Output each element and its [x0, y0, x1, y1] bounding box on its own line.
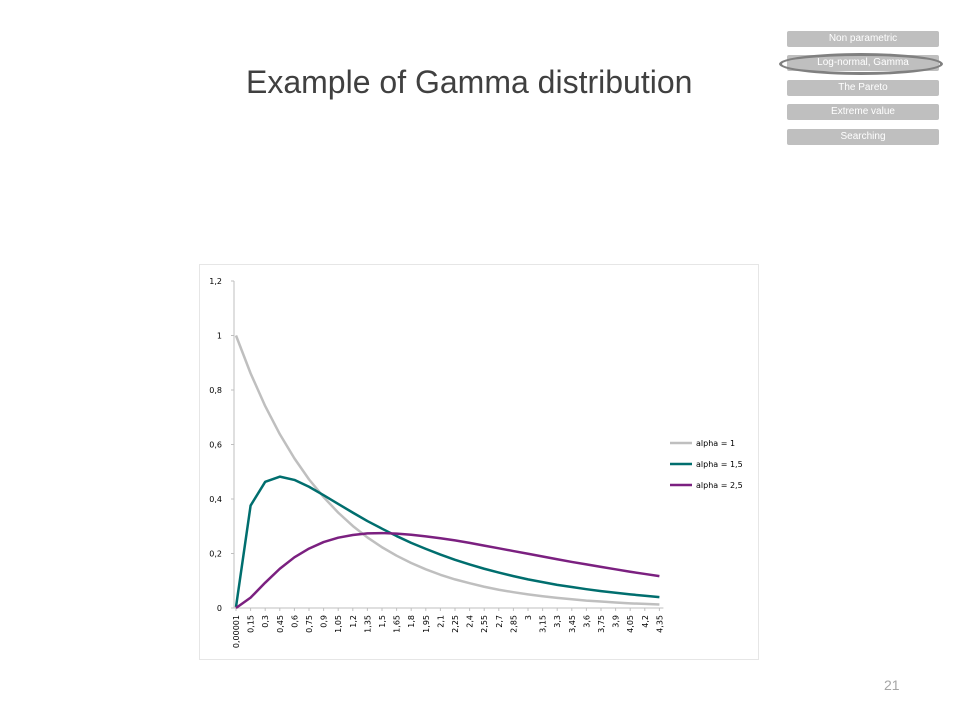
x-tick-label: 3,3 — [553, 615, 562, 628]
y-tick-label: 1,2 — [209, 277, 222, 286]
nav-item-extreme-value[interactable]: Extreme value — [787, 104, 939, 120]
legend-label-1: alpha = 1 — [696, 439, 735, 448]
x-tick-label: 2,7 — [495, 615, 504, 628]
x-tick-label: 2,1 — [436, 615, 445, 628]
x-tick-label: 1,8 — [407, 615, 416, 628]
x-tick-label: 0,3 — [261, 615, 270, 628]
x-tick-label: 0,75 — [305, 615, 314, 633]
x-tick-label: 4,05 — [626, 615, 635, 633]
x-tick-label: 0,45 — [276, 615, 285, 633]
x-tick-label: 1,05 — [334, 615, 343, 633]
x-tick-label: 1,95 — [422, 615, 431, 633]
x-tick-label: 2,85 — [509, 615, 518, 633]
y-tick-label: 0,2 — [209, 550, 222, 559]
nav-item-pareto[interactable]: The Pareto — [787, 80, 939, 96]
x-tick-label: 0,15 — [247, 615, 256, 633]
nav-item-non-parametric[interactable]: Non parametric — [787, 31, 939, 47]
x-tick-label: 4,35 — [655, 615, 664, 633]
y-tick-label: 0,4 — [209, 495, 222, 504]
x-tick-label: 3,45 — [568, 615, 577, 633]
x-tick-label: 1,65 — [393, 615, 402, 633]
y-tick-label: 0 — [217, 604, 222, 613]
y-tick-label: 0,8 — [209, 386, 222, 395]
x-tick-label: 0,6 — [290, 615, 299, 628]
chart-area: 0 0,2 0,4 0,6 0,8 1 1,2 0,00001 0,15 0,3 0,45 0,6 0,… — [199, 264, 759, 660]
x-tick-label: 2,55 — [480, 615, 489, 633]
x-tick-label: 1,35 — [363, 615, 372, 633]
x-tick-label: 3,75 — [597, 615, 606, 633]
x-tick-label: 3,15 — [539, 615, 548, 633]
series-line-1 — [234, 335, 660, 606]
x-tick-label: 4,2 — [641, 615, 650, 628]
x-tick-label: 0,9 — [320, 615, 329, 628]
y-tick-label: 0,6 — [209, 441, 222, 450]
x-tick-label: 2,25 — [451, 615, 460, 633]
nav-item-log-normal-gamma[interactable]: Log-normal, Gamma — [787, 55, 939, 71]
x-tick-label: 0,00001 — [232, 615, 241, 648]
nav-item-searching[interactable]: Searching — [787, 129, 939, 145]
legend-label-2: alpha = 1,5 — [696, 460, 743, 469]
y-tick-label: 1 — [217, 332, 222, 341]
x-tick-label: 1,5 — [378, 615, 387, 628]
page-title: Example of Gamma distribution — [246, 64, 693, 100]
x-tick-label: 2,4 — [466, 615, 475, 628]
series-line-3 — [235, 531, 660, 610]
legend-label-3: alpha = 2,5 — [696, 481, 743, 490]
x-tick-label: 1,2 — [349, 615, 358, 628]
x-tick-label: 3 — [524, 615, 533, 620]
page-number: 21 — [884, 677, 900, 693]
gamma-line-chart: 0 0,2 0,4 0,6 0,8 1 1,2 0,00001 0,15 0,3 0,45 0,6 0,… — [209, 277, 743, 648]
series-line-2 — [234, 475, 660, 608]
x-tick-label: 3,9 — [612, 615, 621, 628]
x-tick-label: 3,6 — [582, 615, 591, 628]
